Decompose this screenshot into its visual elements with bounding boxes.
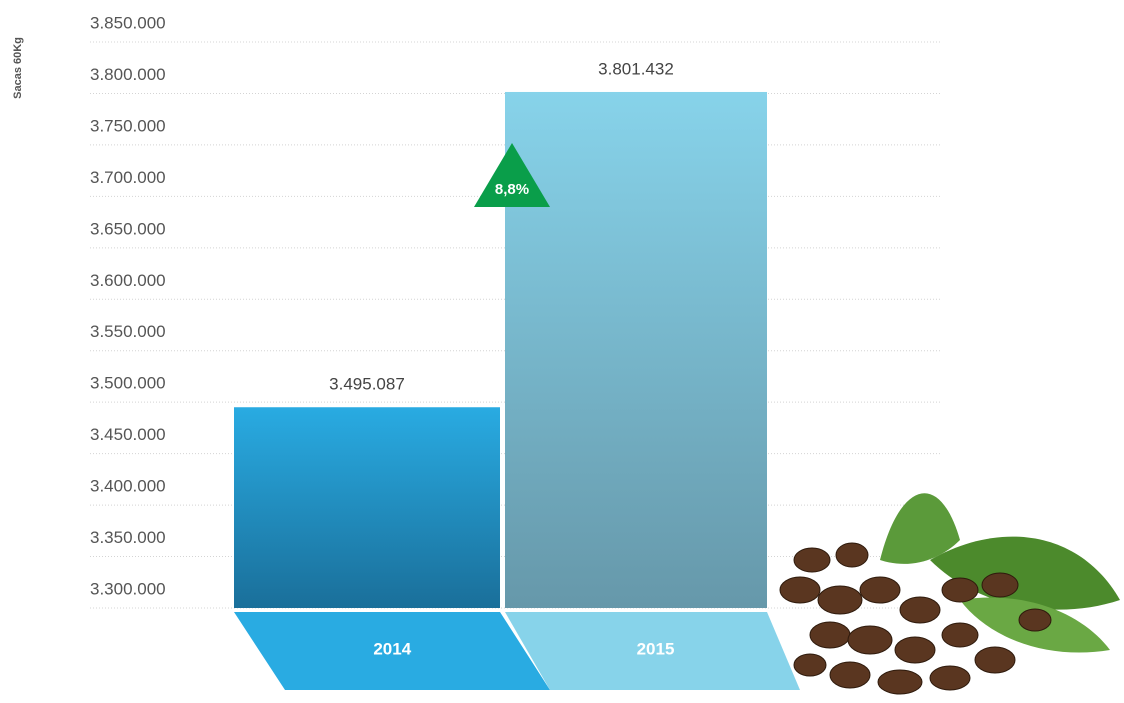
y-tick-label: 3.650.000 (90, 219, 166, 238)
change-badge (474, 143, 550, 207)
value-label: 3.801.432 (598, 59, 674, 78)
y-tick-label: 3.300.000 (90, 579, 166, 598)
y-tick-label: 3.800.000 (90, 65, 166, 84)
y-tick-label: 3.350.000 (90, 528, 166, 547)
y-tick-label: 3.850.000 (90, 13, 166, 32)
y-tick-label: 3.600.000 (90, 271, 166, 290)
y-tick-label: 3.500.000 (90, 374, 166, 393)
y-axis-label: Sacas 60Kg (12, 37, 24, 99)
y-tick-label: 3.450.000 (90, 425, 166, 444)
category-base (234, 612, 550, 690)
x-tick-label: 2015 (637, 639, 675, 658)
y-tick-label: 3.700.000 (90, 168, 166, 187)
bar (505, 91, 767, 608)
y-tick-label: 3.550.000 (90, 322, 166, 341)
change-label: 8,8% (495, 181, 529, 198)
x-tick-label: 2014 (373, 639, 411, 658)
y-tick-label: 3.400.000 (90, 477, 166, 496)
value-label: 3.495.087 (329, 375, 405, 394)
bar (234, 407, 500, 608)
coffee-decoration (779, 493, 1120, 695)
y-tick-label: 3.750.000 (90, 116, 166, 135)
category-base (505, 612, 800, 690)
